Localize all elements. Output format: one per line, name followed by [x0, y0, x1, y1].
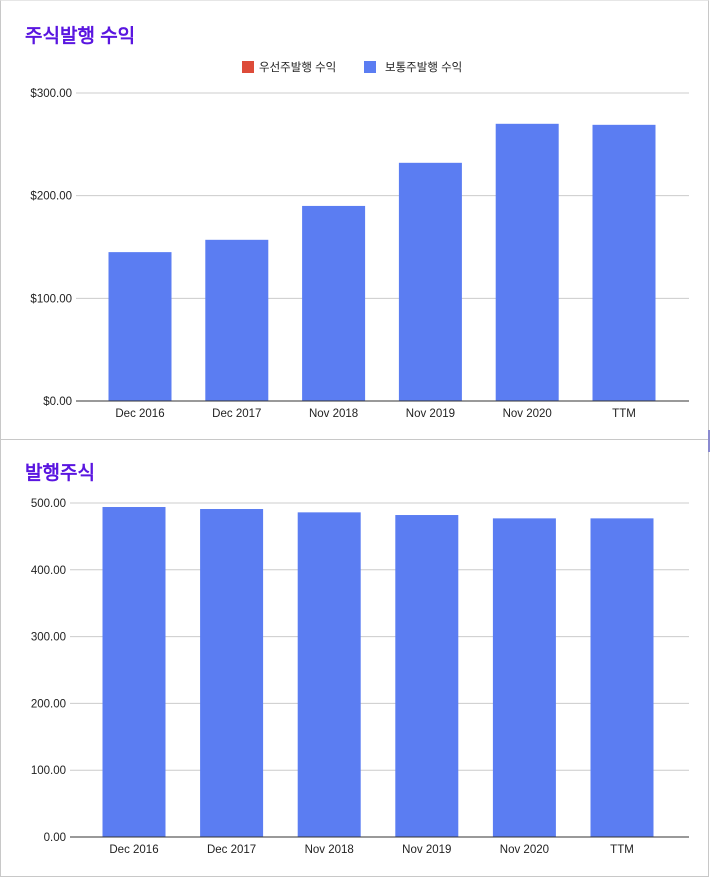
- chart-title: 발행주식: [25, 463, 95, 484]
- y-tick-label: 500.00: [31, 498, 66, 510]
- y-tick-label: 100.00: [31, 765, 66, 777]
- x-tick-label: Nov 2020: [500, 844, 549, 856]
- x-tick-label: Dec 2016: [109, 844, 158, 856]
- legend-swatch: [364, 61, 376, 73]
- chart-panel-stock-issuance-revenue: 주식발행 수익 $0.00 $100.00 $200.00 $300.00 Dec 20…: [0, 0, 709, 440]
- bar: [200, 509, 264, 837]
- y-tick-label: $0.00: [43, 396, 72, 408]
- bar: [302, 205, 366, 401]
- x-tick-label: Dec 2016: [115, 408, 164, 420]
- bar: [590, 518, 654, 837]
- chart-svg-2: 0.00 100.00 200.00 300.00 400.00 500.00 Dec 20…: [31, 498, 689, 856]
- y-tick-label: 400.00: [31, 565, 66, 577]
- y-tick-label: $300.00: [30, 88, 72, 100]
- legend-label: 우선주발행 수익: [259, 61, 336, 74]
- legend-swatch: [242, 61, 254, 73]
- bar: [592, 124, 656, 402]
- y-tick-label: 0.00: [44, 832, 66, 844]
- x-tick-label: TTM: [612, 408, 636, 420]
- x-tick-label: TTM: [610, 844, 634, 856]
- bar: [102, 507, 166, 837]
- bar: [297, 512, 361, 837]
- y-tick-label: $200.00: [30, 191, 72, 203]
- bar: [492, 518, 556, 837]
- y-tick-label: $100.00: [30, 293, 72, 305]
- bar: [395, 515, 459, 837]
- bar: [398, 162, 462, 401]
- x-tick-label: Nov 2018: [309, 408, 358, 420]
- legend-label: 보통주발행 수익: [385, 61, 462, 74]
- x-tick-label: Dec 2017: [212, 408, 261, 420]
- chart-panel-shares-outstanding: 발행주식 0.00 100.00 200.00 300.00 400.00 500.00 D…: [0, 439, 709, 877]
- y-tick-label: 300.00: [31, 632, 66, 644]
- bar: [205, 239, 269, 401]
- bar: [108, 252, 172, 401]
- x-tick-label: Nov 2020: [503, 408, 552, 420]
- chart-title: 주식발행 수익: [25, 26, 136, 47]
- scroll-marker: [708, 430, 710, 452]
- y-tick-label: 200.00: [31, 698, 66, 710]
- x-tick-label: Dec 2017: [207, 844, 256, 856]
- x-tick-label: Nov 2019: [406, 408, 455, 420]
- x-tick-label: Nov 2019: [402, 844, 451, 856]
- bar: [495, 123, 559, 402]
- chart-svg-1: $0.00 $100.00 $200.00 $300.00 Dec 2016 Dec 20…: [30, 61, 689, 420]
- x-tick-label: Nov 2018: [305, 844, 354, 856]
